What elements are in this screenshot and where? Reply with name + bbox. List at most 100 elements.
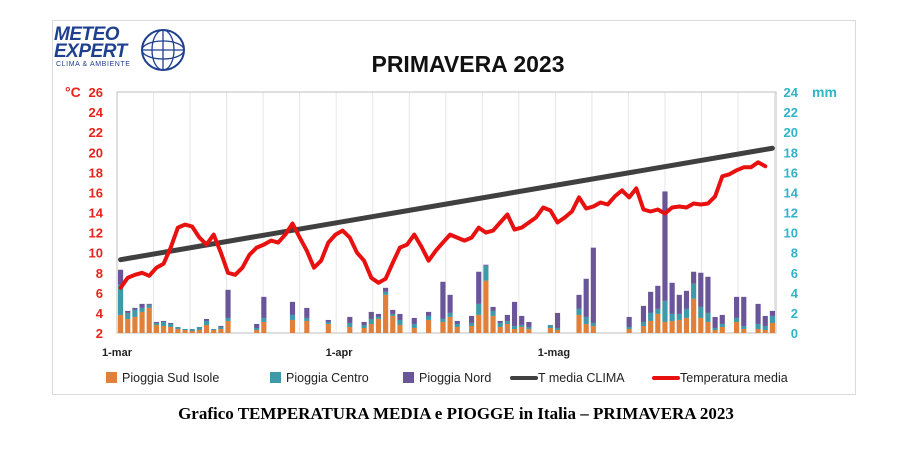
bar-nord [454, 320, 460, 324]
bar-nord [511, 301, 518, 326]
left-tick-label: 26 [89, 85, 103, 100]
bar-sud [218, 328, 224, 333]
legend-swatch-nord [403, 372, 414, 383]
bar-nord [576, 294, 582, 309]
bar-sud [368, 323, 374, 333]
bar-nord [375, 313, 382, 317]
bar-sud [289, 319, 296, 333]
bar-centro [476, 303, 482, 315]
bar-nord [168, 322, 174, 324]
bar-nord [526, 321, 532, 327]
bar-centro [719, 323, 725, 327]
bar-nord [497, 320, 503, 323]
bar-nord [368, 311, 374, 319]
bar-centro [189, 328, 195, 331]
left-tick-label: 2 [96, 326, 103, 341]
left-tick-label: 4 [96, 306, 104, 321]
bar-centro [375, 316, 382, 319]
left-tick-label: 20 [89, 145, 103, 160]
bar-nord [397, 313, 403, 320]
bar-nord [691, 271, 697, 284]
bar-centro [698, 306, 704, 318]
bar-sud [519, 326, 525, 333]
bar-nord [160, 320, 167, 322]
bar-sud [734, 321, 740, 333]
bar-centro [676, 313, 682, 320]
bar-sud [590, 325, 596, 333]
bar-centro [361, 324, 367, 328]
bar-centro [640, 321, 647, 326]
bar-nord [655, 285, 661, 309]
x-tick-label: 1-mar [102, 347, 133, 359]
bar-nord [698, 272, 704, 307]
bar-centro [132, 309, 138, 317]
bar-sud [383, 294, 389, 333]
bar-centro [554, 327, 561, 330]
bar-nord [289, 301, 296, 315]
bar-sud [669, 320, 675, 333]
bar-nord [640, 305, 647, 322]
bar-sud [511, 328, 518, 333]
bar-nord [762, 315, 768, 326]
bar-centro [139, 307, 145, 312]
temperature-line [118, 160, 768, 290]
right-tick-label: 18 [784, 145, 798, 160]
bar-centro [182, 328, 188, 330]
right-tick-label: 12 [784, 206, 798, 221]
bar-centro [504, 320, 510, 324]
legend-label-sud: Pioggia Sud Isole [122, 371, 219, 385]
bar-nord [712, 316, 718, 328]
meteo-expert-logo: METEO EXPERT CLIMA & AMBIENTE [54, 25, 194, 74]
chart-title: PRIMAVERA 2023 [371, 51, 564, 77]
right-tick-label: 0 [791, 326, 798, 341]
bar-sud [304, 320, 310, 333]
bar-nord [626, 316, 632, 327]
bar-sud [182, 329, 188, 333]
bar-sud [691, 298, 697, 333]
bar-nord [669, 282, 675, 314]
bar-nord [426, 311, 432, 316]
left-tick-label: 16 [89, 185, 103, 200]
bar-centro [648, 312, 654, 321]
clima-line [118, 145, 775, 263]
right-tick-label: 8 [791, 246, 798, 261]
bar-centro [440, 318, 446, 322]
bar-centro [175, 326, 181, 329]
legend-label-nord: Pioggia Nord [419, 371, 491, 385]
bar-centro [397, 319, 403, 325]
figure-caption: Grafico TEMPERATURA MEDIA e PIOGGE in It… [178, 404, 734, 423]
right-tick-label: 14 [784, 185, 799, 200]
bar-centro [447, 312, 453, 317]
bar-nord [662, 191, 668, 301]
rain-bars [118, 191, 775, 333]
bar-nord [719, 314, 725, 324]
bar-centro [590, 322, 596, 326]
left-tick-label: 10 [89, 246, 103, 261]
legend-swatch-centro [270, 372, 281, 383]
bar-centro [734, 317, 740, 322]
bar-sud [426, 319, 432, 333]
bar-nord [755, 303, 761, 324]
bar-sud [576, 314, 582, 333]
bar-sud [254, 329, 260, 333]
bar-sud [698, 317, 704, 333]
bar-nord [769, 310, 775, 316]
bar-sud [440, 321, 446, 333]
bar-sud [526, 328, 532, 333]
bar-centro [196, 326, 202, 330]
bar-sud [741, 328, 747, 333]
bar-nord [590, 247, 596, 323]
bar-centro [426, 315, 432, 320]
bar-centro [153, 322, 159, 325]
bar-sud [139, 311, 145, 333]
bar-centro [483, 265, 489, 281]
bar-centro [762, 325, 768, 330]
bar-sud [554, 329, 561, 333]
bar-sud [676, 319, 682, 333]
bar-nord [411, 317, 417, 324]
axes: 2468101214161820222426°C0246810121416182… [65, 84, 837, 359]
left-tick-label: 12 [89, 226, 103, 241]
bar-nord [383, 287, 389, 292]
bar-nord [583, 278, 589, 317]
